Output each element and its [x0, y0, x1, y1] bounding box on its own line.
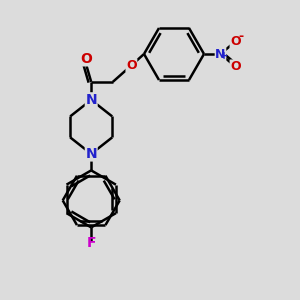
Text: O: O [126, 59, 137, 72]
Text: +: + [220, 51, 228, 62]
Text: N: N [215, 47, 226, 61]
Text: N: N [85, 93, 97, 107]
Text: O: O [80, 52, 92, 66]
Text: -: - [238, 30, 244, 44]
Text: F: F [86, 236, 96, 250]
Text: O: O [230, 60, 241, 73]
Text: N: N [85, 147, 97, 161]
Text: O: O [230, 35, 241, 48]
